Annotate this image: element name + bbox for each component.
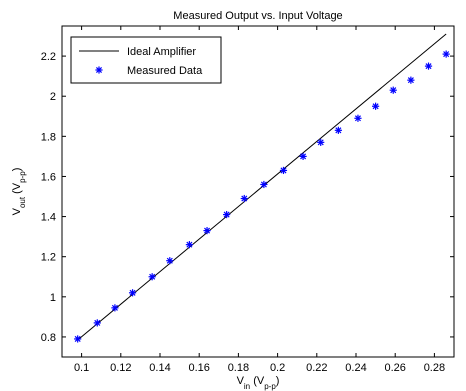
x-axis-label: Vin (Vp-p): [237, 375, 280, 391]
chart-title: Measured Output vs. Input Voltage: [173, 10, 342, 22]
y-tick-label: 1: [50, 292, 56, 304]
data-point-marker: [185, 241, 193, 249]
data-point-marker: [223, 210, 231, 219]
legend: Ideal Amplifier Measured Data: [70, 36, 222, 84]
data-point-marker: [299, 152, 307, 160]
data-point-marker: [74, 335, 82, 343]
data-point-marker: [389, 86, 397, 94]
y-tick-label: 0.8: [41, 332, 56, 344]
data-point-marker: [279, 166, 288, 175]
y-axis-ticks: 0.8 1 1.2 1.4 1.6 1.8 2 2.2: [41, 51, 454, 344]
data-point-marker: [166, 257, 174, 265]
data-point-marker: [334, 126, 342, 134]
x-tick-label: 0.28: [424, 362, 445, 374]
y-tick-label: 1.4: [41, 212, 56, 224]
x-tick-label: 0.16: [188, 362, 209, 374]
legend-marker-swatch: [95, 66, 103, 74]
x-tick-label: 0.24: [345, 362, 366, 374]
data-point-marker: [93, 319, 101, 327]
x-tick-label: 0.12: [110, 362, 131, 374]
y-tick-label: 2.2: [41, 51, 56, 63]
x-tick-label: 0.14: [149, 362, 170, 374]
data-point-marker: [372, 102, 380, 110]
legend-entry-label: Ideal Amplifier: [127, 46, 196, 58]
x-tick-label: 0.22: [306, 362, 327, 374]
data-point-marker: [317, 138, 325, 146]
legend-entry-label: Measured Data: [127, 65, 203, 77]
y-tick-label: 1.6: [41, 171, 56, 183]
x-tick-label: 0.26: [384, 362, 405, 374]
data-point-marker: [424, 62, 433, 70]
data-point-marker: [260, 180, 268, 189]
y-tick-label: 1.2: [41, 252, 56, 264]
y-tick-label: 2: [50, 91, 56, 103]
x-tick-label: 0.1: [74, 362, 89, 374]
legend-box: [70, 36, 222, 84]
measured-data-points: [74, 50, 450, 343]
y-tick-label: 1.8: [41, 131, 56, 143]
x-tick-label: 0.2: [270, 362, 285, 374]
data-point-marker: [240, 194, 248, 203]
data-point-marker: [111, 304, 119, 312]
x-axis-ticks: 0.1 0.12 0.14 0.16 0.18 0.2 0.22 0.24 0.26 0.28: [74, 26, 445, 374]
data-point-marker: [203, 227, 211, 235]
data-point-marker: [148, 273, 156, 281]
data-point-marker: [354, 114, 362, 122]
data-point-marker: [407, 76, 415, 84]
series-layer: [74, 33, 450, 343]
y-axis-label: Vout (Vp-p): [11, 168, 27, 216]
data-point-marker: [128, 289, 137, 297]
data-point-marker: [442, 50, 450, 58]
x-tick-label: 0.18: [228, 362, 249, 374]
